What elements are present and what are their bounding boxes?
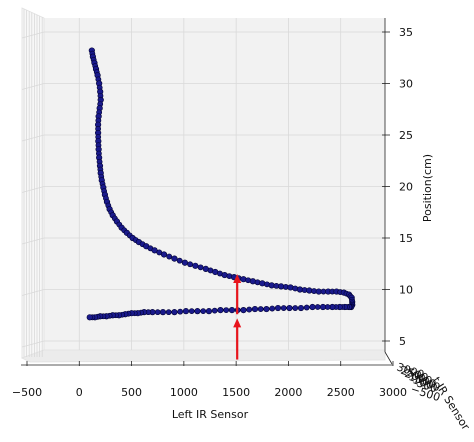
data-point <box>257 306 264 312</box>
x-tick-label: −500 <box>12 386 42 399</box>
data-point <box>176 257 183 264</box>
z-tick-label: 10 <box>399 284 413 297</box>
annotation-arrows <box>233 274 242 360</box>
x-axis-label: Left IR Sensor <box>172 408 249 421</box>
floor-pane <box>20 349 386 363</box>
data-point <box>303 304 310 311</box>
z-tick-label: 30 <box>399 78 413 91</box>
data-point <box>171 309 178 316</box>
data-point <box>314 304 321 310</box>
data-point <box>228 307 236 314</box>
z-grid-line-side <box>21 186 45 193</box>
z-tick-label: 5 <box>399 335 406 348</box>
data-point <box>160 251 168 258</box>
data-point <box>223 307 230 313</box>
data-point <box>319 303 327 311</box>
data-point <box>197 264 204 271</box>
x-tick-label: 3000 <box>379 386 407 399</box>
z-grid-line-side <box>21 134 45 142</box>
x-tick-label: 500 <box>121 386 142 399</box>
data-point <box>165 309 172 316</box>
z-axis-label: Position(cm) <box>421 154 434 222</box>
y-tick-label: 500 <box>415 376 439 395</box>
back-pane <box>44 18 385 350</box>
y-axis-label: t IR Sensor <box>429 375 472 433</box>
data-point <box>182 308 190 315</box>
data-point <box>286 304 293 312</box>
z-tick-label: 35 <box>399 26 413 39</box>
data-point <box>194 308 201 315</box>
data-point <box>211 307 218 314</box>
data-point <box>297 304 305 312</box>
data-point <box>166 253 173 260</box>
data-point <box>269 305 276 312</box>
x-tick-label: 2000 <box>274 386 302 399</box>
z-tick-label: 15 <box>399 232 413 245</box>
data-point <box>171 255 178 262</box>
z-grid-line-side <box>21 31 45 39</box>
data-point <box>192 262 199 269</box>
data-point <box>217 307 224 314</box>
data-point <box>154 309 161 316</box>
data-point <box>292 305 299 311</box>
data-point <box>240 307 247 314</box>
data-points <box>86 47 356 321</box>
data-point <box>263 305 270 313</box>
data-point <box>251 305 259 313</box>
data-point <box>274 304 282 312</box>
data-point <box>181 259 189 266</box>
y-axis-line <box>384 351 393 365</box>
z-tick-label: 20 <box>399 181 413 194</box>
data-point <box>280 305 287 311</box>
data-point <box>177 308 184 315</box>
data-point <box>205 308 213 315</box>
x-axis-ticks: −500 0 500 1000 1500 2000 2500 3000 <box>12 361 407 399</box>
x-tick-label: 2500 <box>327 386 355 399</box>
data-point <box>200 308 207 315</box>
data-point <box>86 314 93 321</box>
arrow-head <box>233 274 242 284</box>
data-point <box>159 309 167 316</box>
data-point <box>246 306 253 313</box>
data-point <box>309 303 316 311</box>
z-axis-ticks: 5 10 15 20 25 30 35 <box>382 18 413 352</box>
data-point <box>188 308 195 315</box>
x-tick-label: 1500 <box>222 386 250 399</box>
z-grid-line-side <box>21 289 45 296</box>
data-point <box>187 261 194 268</box>
z-tick-label: 25 <box>399 129 413 142</box>
left-pane <box>21 7 45 359</box>
z-grid-line-side <box>21 83 45 90</box>
x-tick-label: 0 <box>76 386 83 399</box>
z-grid-line-side <box>21 340 45 348</box>
arrow-head <box>233 318 242 328</box>
x-tick-label: 1000 <box>170 386 198 399</box>
z-grid-line-side <box>21 237 45 245</box>
grid-lines <box>21 9 385 357</box>
axis-panes <box>20 7 386 363</box>
